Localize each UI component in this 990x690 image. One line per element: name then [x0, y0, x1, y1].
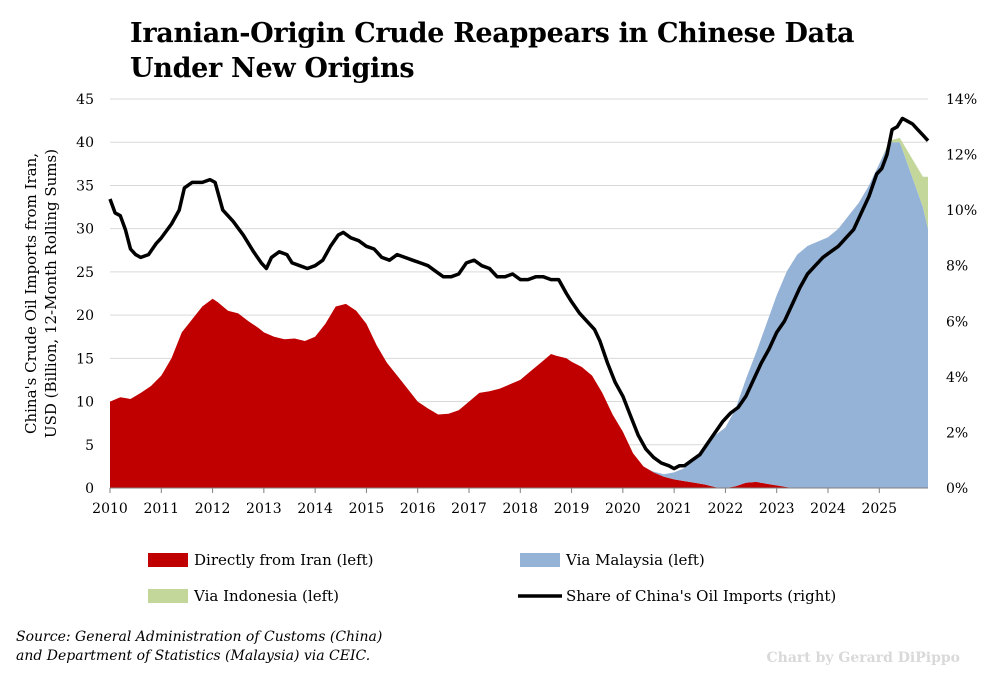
chart-title: Iranian-Origin Crude Reappears in Chines…	[130, 18, 855, 84]
y-axis-label-line1: China's Crude Oil Imports from Iran,	[22, 153, 40, 434]
left-tick-label: 35	[76, 178, 94, 194]
line-share-of-imports	[108, 116, 930, 471]
right-tick-label: 0%	[946, 481, 968, 497]
legend-via-malaysia-left-swatch	[520, 553, 560, 567]
left-tick-label: 30	[76, 222, 94, 238]
x-tick-label: 2016	[400, 501, 436, 517]
x-tick-label: 2014	[297, 501, 333, 517]
source-line-2: and Department of Statistics (Malaysia) …	[16, 648, 371, 664]
x-tick-label: 2012	[195, 501, 231, 517]
x-tick-label: 2013	[246, 501, 282, 517]
axes	[109, 487, 928, 493]
chart-credit: Chart by Gerard DiPippo	[766, 650, 960, 666]
right-tick-label: 4%	[946, 370, 968, 386]
right-tick-label: 12%	[946, 148, 977, 164]
x-tick-label: 2017	[451, 501, 487, 517]
left-tick-label: 5	[85, 438, 94, 454]
area-via-indonesia	[879, 137, 928, 229]
source-note: Source: General Administration of Custom…	[16, 628, 382, 666]
left-tick-label: 45	[76, 92, 94, 108]
x-tick-label: 2015	[349, 501, 385, 517]
right-tick-label: 8%	[946, 259, 968, 275]
left-tick-label: 40	[76, 135, 94, 151]
x-tick-label: 2024	[810, 501, 846, 517]
x-tick-label: 2010	[92, 501, 128, 517]
x-tick-label: 2023	[759, 501, 795, 517]
x-tick-label: 2021	[656, 501, 692, 517]
right-tick-label: 6%	[946, 314, 968, 330]
area-directly-from-iran	[110, 298, 928, 488]
legend-via-malaysia-left-label: Via Malaysia (left)	[565, 551, 705, 569]
legend-via-indonesia-left-label: Via Indonesia (left)	[193, 587, 339, 605]
x-tick-label: 2019	[554, 501, 590, 517]
left-tick-label: 15	[76, 351, 94, 367]
x-tick-label: 2011	[143, 501, 179, 517]
right-tick-label: 10%	[946, 203, 977, 219]
legend-share-of-china-s-oil-imports-right-label: Share of China's Oil Imports (right)	[566, 587, 836, 605]
right-tick-label: 14%	[946, 92, 977, 108]
y-axis-label-line2: USD (Billion, 12-Month Rolling Sums)	[42, 149, 60, 438]
tick-labels: 0510152025303540450%2%4%6%8%10%12%14%201…	[76, 92, 977, 517]
legend-directly-from-iran-left-swatch	[148, 553, 188, 567]
legend-via-indonesia-left-swatch	[148, 589, 188, 603]
left-tick-label: 0	[85, 481, 94, 497]
left-tick-label: 20	[76, 308, 94, 324]
x-tick-label: 2025	[861, 501, 897, 517]
line-series	[108, 116, 930, 471]
source-line-1: Source: General Administration of Custom…	[16, 629, 383, 645]
right-tick-label: 2%	[946, 425, 968, 441]
x-tick-label: 2018	[502, 501, 538, 517]
legend: Directly from Iran (left) Via Malaysia (l…	[148, 551, 836, 605]
left-tick-label: 10	[76, 395, 94, 411]
x-tick-label: 2020	[605, 501, 641, 517]
area-series	[110, 137, 928, 488]
left-tick-label: 25	[76, 265, 94, 281]
x-tick-label: 2022	[708, 501, 744, 517]
legend-directly-from-iran-left-label: Directly from Iran (left)	[194, 551, 374, 569]
